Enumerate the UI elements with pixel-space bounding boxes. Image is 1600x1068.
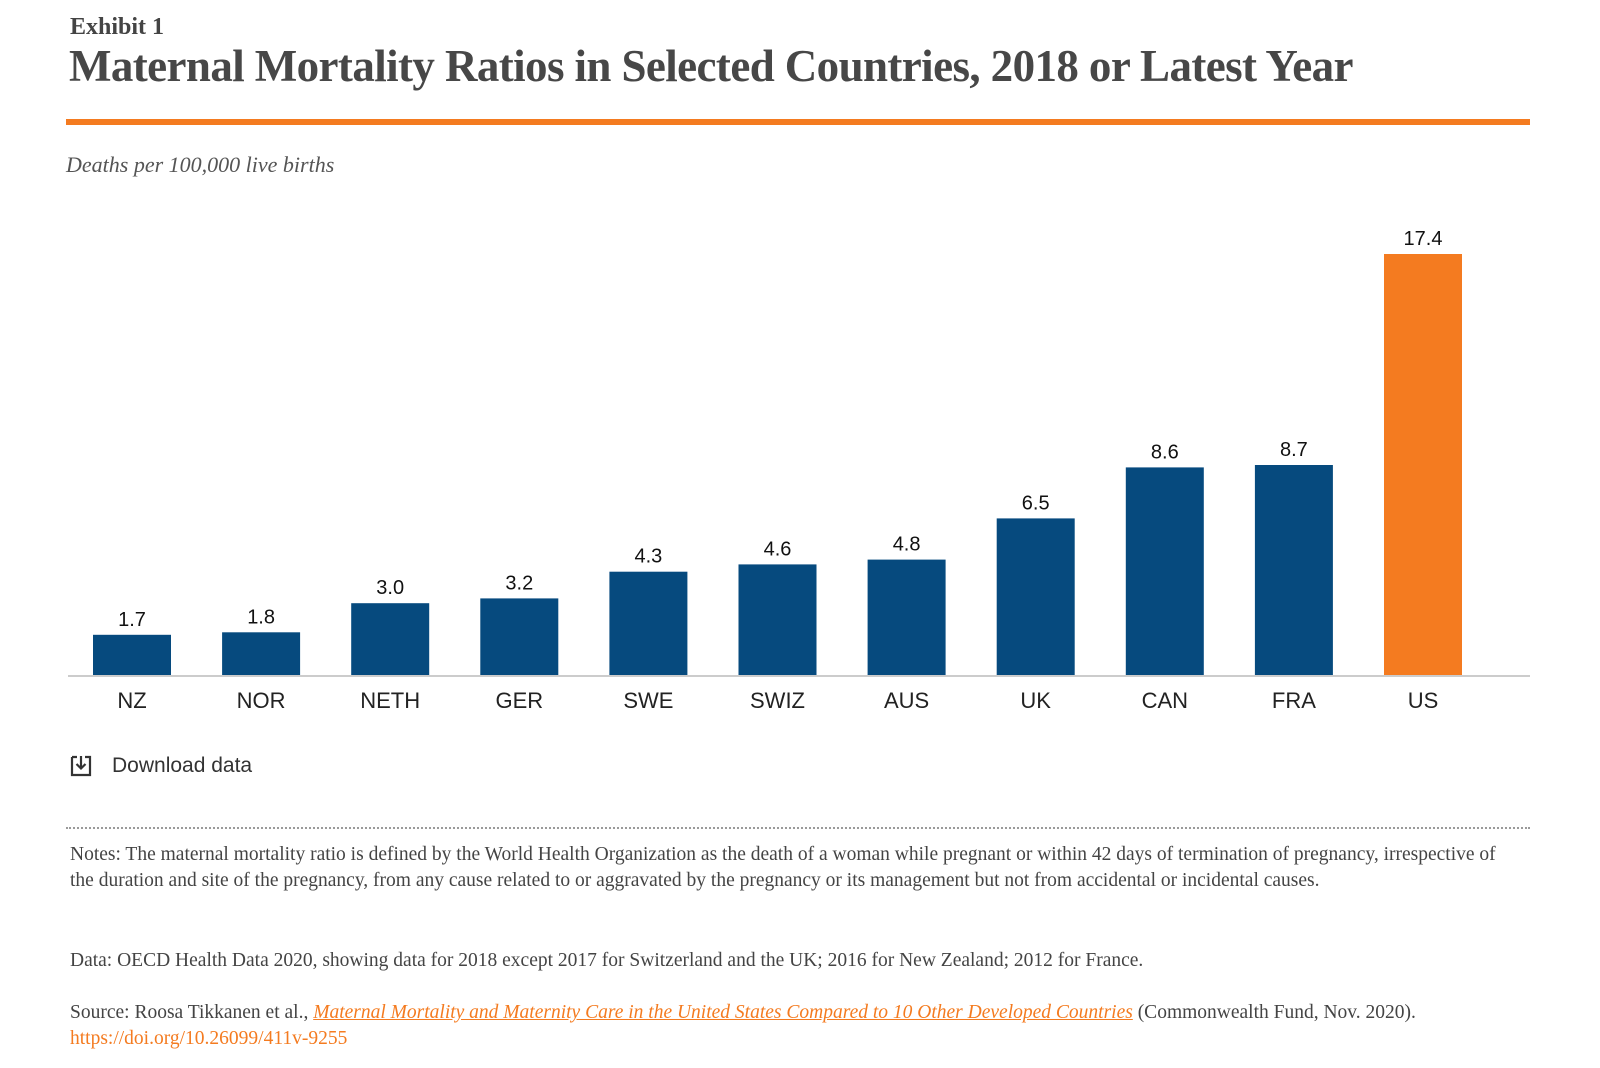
bar-can [1125,467,1204,676]
labels-layer: 1.7 NZ 1.8 NOR 3.0 NETH 3.2 GER 4.3 SWE 4.6 SWIZ 4.8… [117,228,1442,713]
source-citation: Source: Roosa Tikkanen et al., Maternal … [70,1000,1520,1052]
bar-swiz [738,564,817,676]
data-label-can: 8.6 [1151,441,1179,463]
data-source-text: Data: OECD Health Data 2020, showing dat… [70,950,1144,971]
bar-ger [480,598,559,676]
x-tick-label-swe: SWE [623,688,673,713]
data-label-neth: 3.0 [376,577,404,599]
bar-neth [351,603,430,676]
download-data-button[interactable]: Download data [68,753,252,779]
data-label-fra: 8.7 [1280,439,1308,461]
bar-fra [1254,465,1333,676]
data-label-nz: 1.7 [118,609,146,631]
x-tick-label-nz: NZ [117,688,146,713]
bar-nz [93,634,171,676]
doi-link[interactable]: https://doi.org/10.26099/411v-9255 [70,1028,348,1049]
data-label-swe: 4.3 [634,546,662,568]
notes-text: Notes: The maternal mortality ratio is d… [70,844,1496,891]
x-tick-label-can: CAN [1142,688,1188,713]
x-tick-label-swiz: SWIZ [750,688,805,713]
bar-uk [996,518,1075,676]
x-tick-label-neth: NETH [360,688,420,713]
download-icon [70,755,92,777]
data-label-us: 17.4 [1404,228,1443,250]
x-tick-label-uk: UK [1020,688,1051,713]
download-label: Download data [112,754,253,777]
data-label-swiz: 4.6 [764,538,792,560]
x-tick-label-ger: GER [495,688,543,713]
exhibit-label: Exhibit 1 [70,14,165,40]
x-tick-label-aus: AUS [884,688,929,713]
data-label-ger: 3.2 [505,572,533,594]
x-tick-label-nor: NOR [237,688,286,713]
source-title-link[interactable]: Maternal Mortality and Maternity Care in… [313,1002,1133,1023]
y-unit-label: Deaths per 100,000 live births [66,152,335,177]
data-label-uk: 6.5 [1022,492,1050,514]
bar-nor [222,632,301,676]
data-label-nor: 1.8 [247,606,275,628]
bars-layer [93,254,1462,676]
data-label-aus: 4.8 [893,534,921,556]
source-suffix: (Commonwealth Fund, Nov. 2020). [1132,1002,1416,1023]
title-rule [66,119,1530,125]
divider [66,827,1530,829]
x-tick-label-fra: FRA [1272,688,1316,713]
bar-swe [609,571,688,676]
x-tick-label-us: US [1408,688,1439,713]
bar-aus [867,559,946,676]
chart-title: Maternal Mortality Ratios in Selected Co… [69,41,1354,91]
bar-us [1384,254,1462,676]
source-prefix: Source: Roosa Tikkanen et al., [70,1002,314,1023]
bar-chart: 1.7 NZ 1.8 NOR 3.0 NETH 3.2 GER 4.3 SWE 4.6 SWIZ 4.8… [68,228,1530,713]
